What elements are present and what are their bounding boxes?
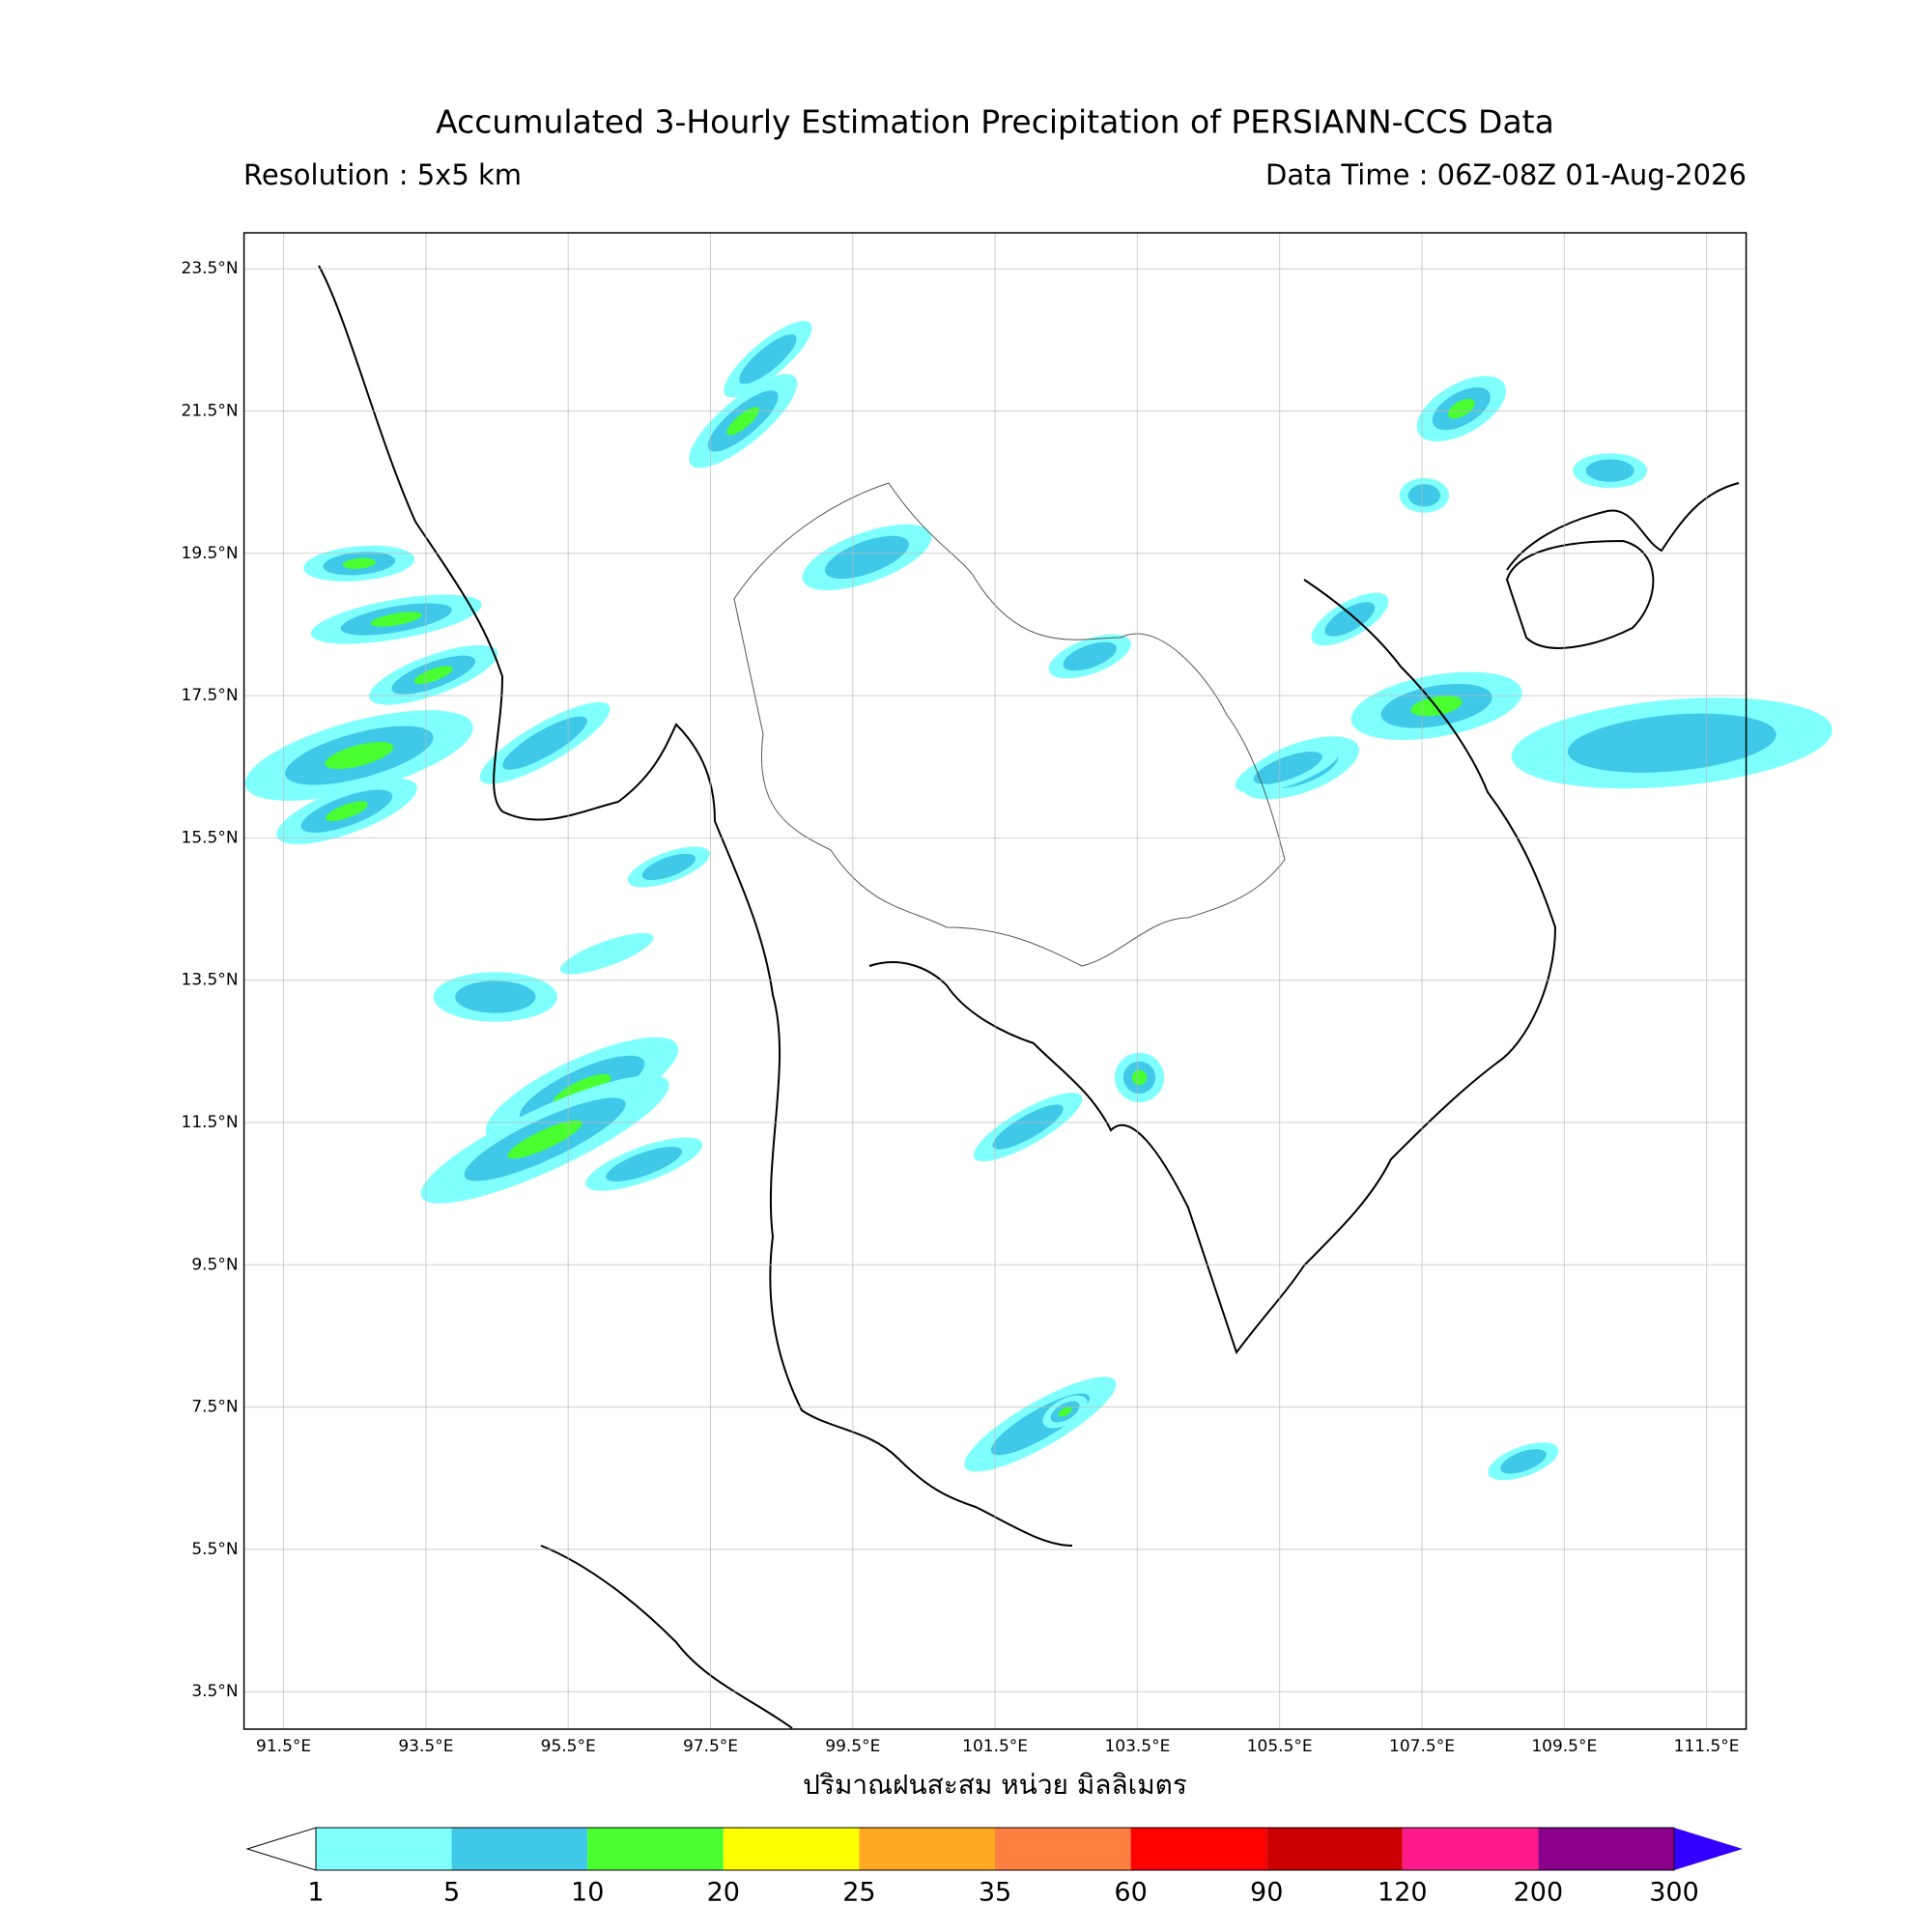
colorbar-segment (1266, 1828, 1403, 1870)
rain-patch (325, 741, 394, 770)
colorbar: 1 5 10 20 25 35 60 90 120 200 300 (245, 1827, 1743, 1908)
title: Accumulated 3-Hourly Estimation Precipit… (436, 103, 1554, 141)
lat-label: 21.5°N (182, 402, 239, 421)
coastline (868, 579, 1557, 1355)
rain-patch (1447, 398, 1475, 419)
colorbar-label: 35 (979, 1878, 1011, 1908)
lon-label: 107.5°E (1389, 1737, 1455, 1756)
rain-patch (559, 932, 654, 975)
lon-label: 103.5°E (1104, 1737, 1170, 1756)
rain-patch (1567, 713, 1776, 773)
rain-patch (992, 1104, 1064, 1150)
data-time: Data Time : 06Z-08Z 01-Aug-2026 (1265, 158, 1747, 191)
rain-patch (1253, 751, 1322, 784)
rain-patch (726, 407, 760, 436)
colorbar-label: 5 (443, 1878, 460, 1908)
graticule (243, 233, 1747, 1729)
colorbar-label: 25 (842, 1878, 875, 1908)
rain-patch (1500, 1449, 1547, 1474)
border (733, 482, 1286, 967)
lon-label: 101.5°E (962, 1737, 1028, 1756)
colorbar-segment (995, 1828, 1131, 1870)
colorbar-label: 120 (1378, 1878, 1428, 1908)
colorbar-segment (1130, 1828, 1267, 1870)
axis-labels: 91.5°E 93.5°E 95.5°E 97.5°E 99.5°E 101.5°E 103… (182, 259, 1740, 1756)
rain-patch (1585, 459, 1634, 482)
colorbar-over (1674, 1828, 1743, 1870)
lon-label: 105.5°E (1247, 1737, 1313, 1756)
colorbar-segment (1402, 1828, 1539, 1870)
colorbar-label: 10 (571, 1878, 604, 1908)
colorbar-segment (587, 1828, 724, 1870)
rain-patch (824, 535, 909, 580)
lat-label: 13.5°N (182, 971, 239, 990)
lat-label: 9.5°N (191, 1255, 238, 1274)
lon-label: 99.5°E (825, 1737, 880, 1756)
lon-label: 91.5°E (256, 1737, 311, 1756)
coastline (318, 265, 1073, 1547)
coastline (540, 1545, 793, 1729)
rain-patch (739, 334, 797, 384)
colorbar-label: 20 (707, 1878, 740, 1908)
rain-patch (370, 611, 422, 627)
lat-label: 17.5°N (182, 686, 239, 705)
rain-patch (326, 801, 368, 821)
rain-patch (1063, 641, 1117, 671)
resolution: Resolution : 5x5 km (243, 158, 522, 191)
lon-label: 97.5°E (683, 1737, 738, 1756)
lat-label: 23.5°N (182, 259, 239, 278)
coastline (1506, 482, 1740, 571)
rain-patch (455, 980, 536, 1013)
coastlines (318, 265, 1740, 1729)
colorbar-label: 60 (1114, 1878, 1147, 1908)
rain-patch (1131, 1069, 1148, 1086)
colorbar-label: 300 (1649, 1878, 1699, 1908)
lat-label: 7.5°N (191, 1398, 238, 1417)
colorbar-segment (859, 1828, 995, 1870)
lat-label: 5.5°N (191, 1540, 238, 1559)
colorbar-under (245, 1827, 317, 1871)
rain-patch (1324, 602, 1376, 637)
colorbar-outline (315, 1827, 1675, 1871)
rain-patch (507, 1120, 582, 1159)
colorbar-segment (451, 1828, 588, 1870)
rain-patch (1407, 484, 1441, 507)
rain-patch (606, 1147, 683, 1182)
lat-label: 15.5°N (182, 828, 239, 847)
rain-patch (342, 557, 377, 569)
x-axis-label: ปริมาณฝนสะสม หน่วย มิลลิเมตร (803, 1769, 1187, 1801)
rain-patch (413, 666, 453, 684)
lat-label: 3.5°N (191, 1682, 238, 1701)
lon-label: 111.5°E (1674, 1737, 1740, 1756)
lat-label: 11.5°N (182, 1113, 239, 1132)
rain-layer (244, 321, 1833, 1481)
rain-patch (1058, 1406, 1072, 1417)
rain-patch (641, 853, 696, 881)
lon-label: 93.5°E (398, 1737, 453, 1756)
rain-patch (502, 716, 587, 770)
map-frame (242, 232, 1747, 1730)
lon-label: 95.5°E (541, 1737, 596, 1756)
colorbar-segment (1538, 1828, 1674, 1870)
lon-label: 109.5°E (1531, 1737, 1597, 1756)
colorbar-label: 1 (307, 1878, 324, 1908)
colorbar-label: 200 (1514, 1878, 1564, 1908)
island (1505, 539, 1655, 649)
colorbar-label: 90 (1250, 1878, 1283, 1908)
colorbar-segment (316, 1828, 452, 1870)
colorbar-segment (723, 1828, 860, 1870)
lat-label: 19.5°N (182, 544, 239, 563)
